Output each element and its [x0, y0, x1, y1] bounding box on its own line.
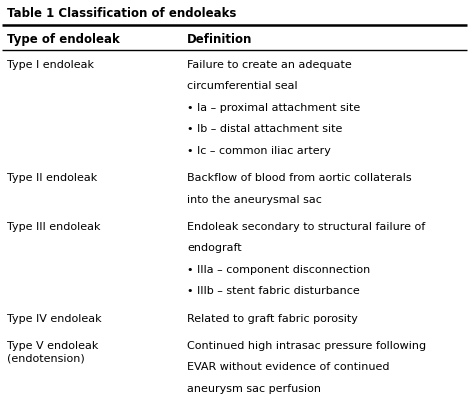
Text: Type of endoleak: Type of endoleak: [7, 32, 120, 46]
Text: Failure to create an adequate: Failure to create an adequate: [187, 60, 352, 70]
Text: into the aneurysmal sac: into the aneurysmal sac: [187, 195, 322, 205]
Text: Type V endoleak
(endotension): Type V endoleak (endotension): [7, 341, 99, 364]
Text: Endoleak secondary to structural failure of: Endoleak secondary to structural failure…: [187, 222, 426, 232]
Text: EVAR without evidence of continued: EVAR without evidence of continued: [187, 362, 390, 372]
Text: Continued high intrasac pressure following: Continued high intrasac pressure followi…: [187, 341, 426, 351]
Text: Type I endoleak: Type I endoleak: [7, 60, 94, 70]
Text: Definition: Definition: [187, 32, 253, 46]
Text: • Ia – proximal attachment site: • Ia – proximal attachment site: [187, 103, 361, 113]
Text: endograft: endograft: [187, 243, 242, 253]
Text: • Ib – distal attachment site: • Ib – distal attachment site: [187, 124, 343, 134]
Text: • IIIa – component disconnection: • IIIa – component disconnection: [187, 265, 371, 275]
Text: • Ic – common iliac artery: • Ic – common iliac artery: [187, 146, 331, 156]
Text: aneurysm sac perfusion: aneurysm sac perfusion: [187, 384, 321, 394]
Text: circumferential seal: circumferential seal: [187, 81, 298, 91]
Text: Type III endoleak: Type III endoleak: [7, 222, 100, 232]
Text: Type II endoleak: Type II endoleak: [7, 173, 97, 183]
Text: Type IV endoleak: Type IV endoleak: [7, 314, 102, 324]
Text: Backflow of blood from aortic collaterals: Backflow of blood from aortic collateral…: [187, 173, 412, 183]
Text: Related to graft fabric porosity: Related to graft fabric porosity: [187, 314, 358, 324]
Text: • IIIb – stent fabric disturbance: • IIIb – stent fabric disturbance: [187, 286, 360, 297]
Text: Table 1 Classification of endoleaks: Table 1 Classification of endoleaks: [7, 7, 237, 20]
